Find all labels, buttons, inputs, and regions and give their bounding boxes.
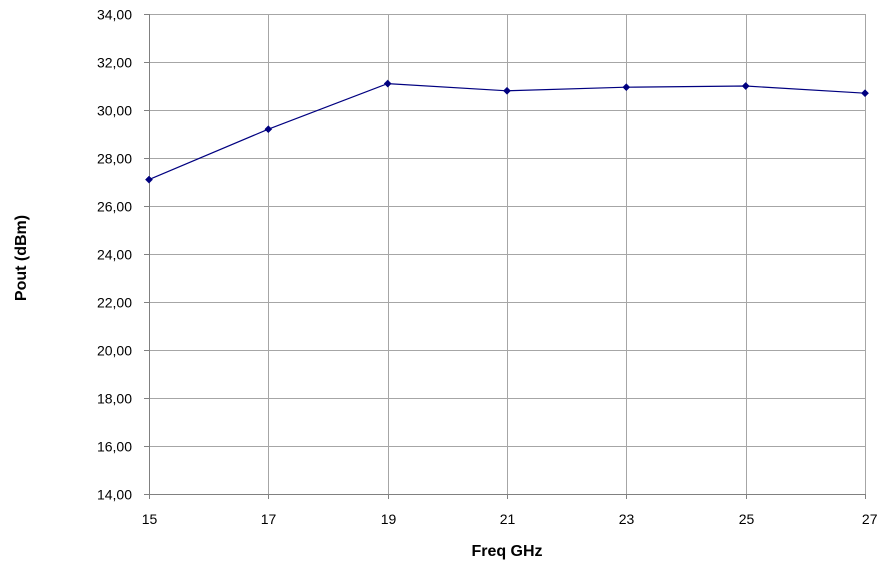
data-point-marker bbox=[503, 86, 511, 95]
y-tick-label: 18,00 bbox=[97, 391, 132, 407]
y-tick-label: 22,00 bbox=[97, 295, 132, 311]
y-tick-label: 34,00 bbox=[97, 7, 132, 23]
x-tick-label: 15 bbox=[142, 511, 158, 527]
y-tick-label: 26,00 bbox=[97, 199, 132, 215]
data-point-marker bbox=[622, 83, 631, 92]
x-tick-label: 19 bbox=[381, 511, 397, 527]
x-tick-label: 23 bbox=[619, 511, 635, 527]
y-tick-label: 20,00 bbox=[97, 343, 132, 359]
y-tick-label: 28,00 bbox=[97, 151, 132, 167]
data-point-marker bbox=[145, 175, 153, 184]
data-point-marker bbox=[383, 79, 392, 88]
data-point-marker bbox=[861, 89, 869, 98]
y-tick-labels: 14,00 16,00 18,00 20,00 22,00 24,00 26,00 28,00… bbox=[97, 7, 132, 503]
x-tick-label: 25 bbox=[739, 511, 755, 527]
x-axis-title: Freq GHz bbox=[471, 543, 542, 560]
y-tick-label: 30,00 bbox=[97, 103, 132, 119]
y-tick-label: 16,00 bbox=[97, 439, 132, 455]
x-tick-label: 21 bbox=[500, 511, 516, 527]
y-tick-label: 14,00 bbox=[97, 487, 132, 503]
data-point-marker bbox=[264, 125, 273, 134]
x-tick-label: 17 bbox=[261, 511, 277, 527]
y-axis-title: Pout (dBm) bbox=[13, 215, 30, 301]
x-tick-labels: 15 17 19 21 23 25 27 bbox=[142, 511, 877, 527]
axes bbox=[144, 14, 866, 499]
y-tick-label: 24,00 bbox=[97, 247, 132, 263]
data-point-marker bbox=[741, 82, 750, 90]
x-tick-label: 27 bbox=[862, 511, 877, 527]
y-tick-label: 32,00 bbox=[97, 55, 132, 71]
data-series bbox=[145, 79, 869, 184]
